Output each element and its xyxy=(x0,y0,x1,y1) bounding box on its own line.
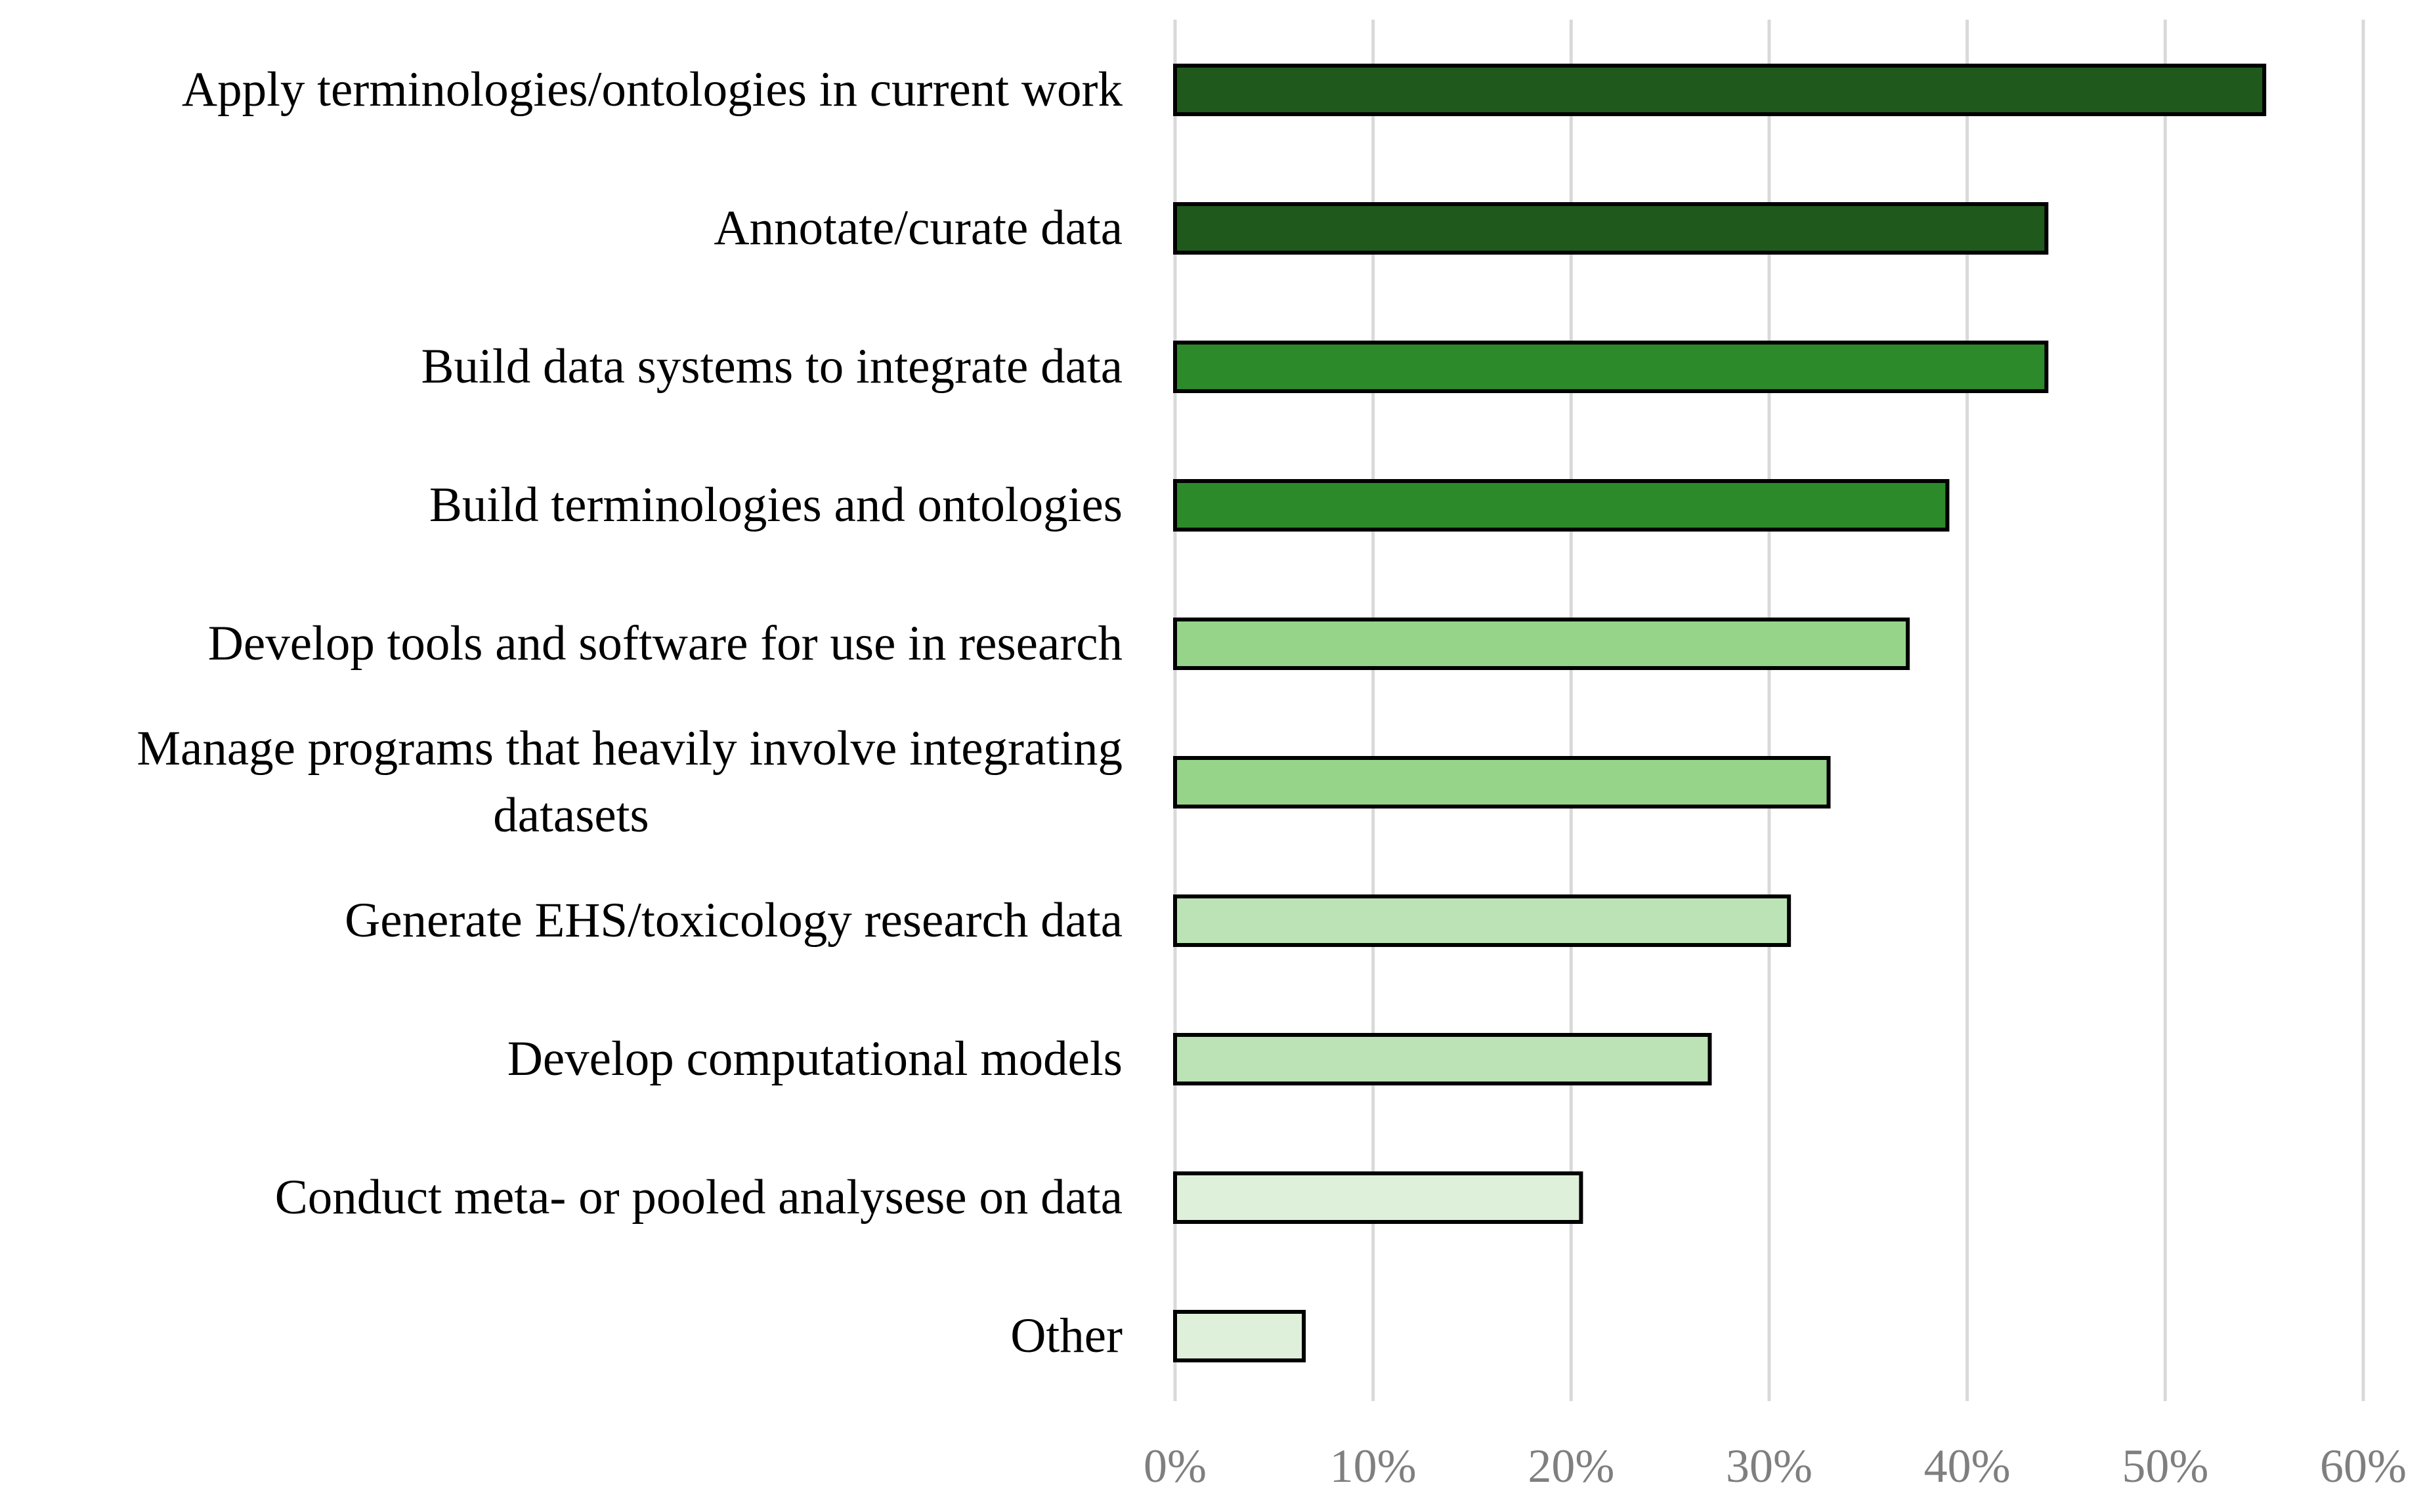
category-label-2: Build data systems to integrate data xyxy=(421,339,1123,394)
bar-2 xyxy=(1173,341,2049,393)
category-label-1: Annotate/curate data xyxy=(714,201,1123,255)
category-label-4: Develop tools and software for use in re… xyxy=(208,616,1123,671)
x-tick-label-1: 10% xyxy=(1330,1440,1417,1492)
category-label-7: Develop computational models xyxy=(507,1032,1123,1086)
category-label-0: Apply terminologies/ontologies in curren… xyxy=(182,62,1123,117)
x-tick-label-2: 20% xyxy=(1528,1440,1614,1492)
category-labels: Apply terminologies/ontologies in curren… xyxy=(137,62,1123,1363)
x-tick-label-3: 30% xyxy=(1726,1440,1812,1492)
category-label-5-line-1: datasets xyxy=(493,788,649,843)
bar-4 xyxy=(1173,618,1910,670)
bar-7 xyxy=(1173,1033,1712,1085)
category-label-6: Generate EHS/toxicology research data xyxy=(345,893,1123,948)
x-tick-label-6: 60% xyxy=(2320,1440,2407,1492)
category-label-3: Build terminologies and ontologies xyxy=(429,478,1123,532)
x-tick-label-5: 50% xyxy=(2122,1440,2208,1492)
x-tick-label-0: 0% xyxy=(1144,1440,1207,1492)
category-label-9: Other xyxy=(1010,1309,1123,1363)
category-label-5-line-0: Manage programs that heavily involve int… xyxy=(137,721,1123,776)
x-axis-tick-labels: 0% 10% 20% 30% 40% 50% 60% xyxy=(1144,1440,2407,1492)
bars xyxy=(1173,64,2267,1362)
bar-0 xyxy=(1173,64,2267,116)
bar-8 xyxy=(1173,1171,1583,1224)
bar-5 xyxy=(1173,756,1831,808)
bar-3 xyxy=(1173,479,1950,532)
bar-1 xyxy=(1173,202,2049,255)
x-tick-label-4: 40% xyxy=(1924,1440,2011,1492)
category-label-8: Conduct meta- or pooled analysese on dat… xyxy=(275,1170,1123,1225)
bar-6 xyxy=(1173,894,1791,947)
bar-9 xyxy=(1173,1310,1306,1362)
